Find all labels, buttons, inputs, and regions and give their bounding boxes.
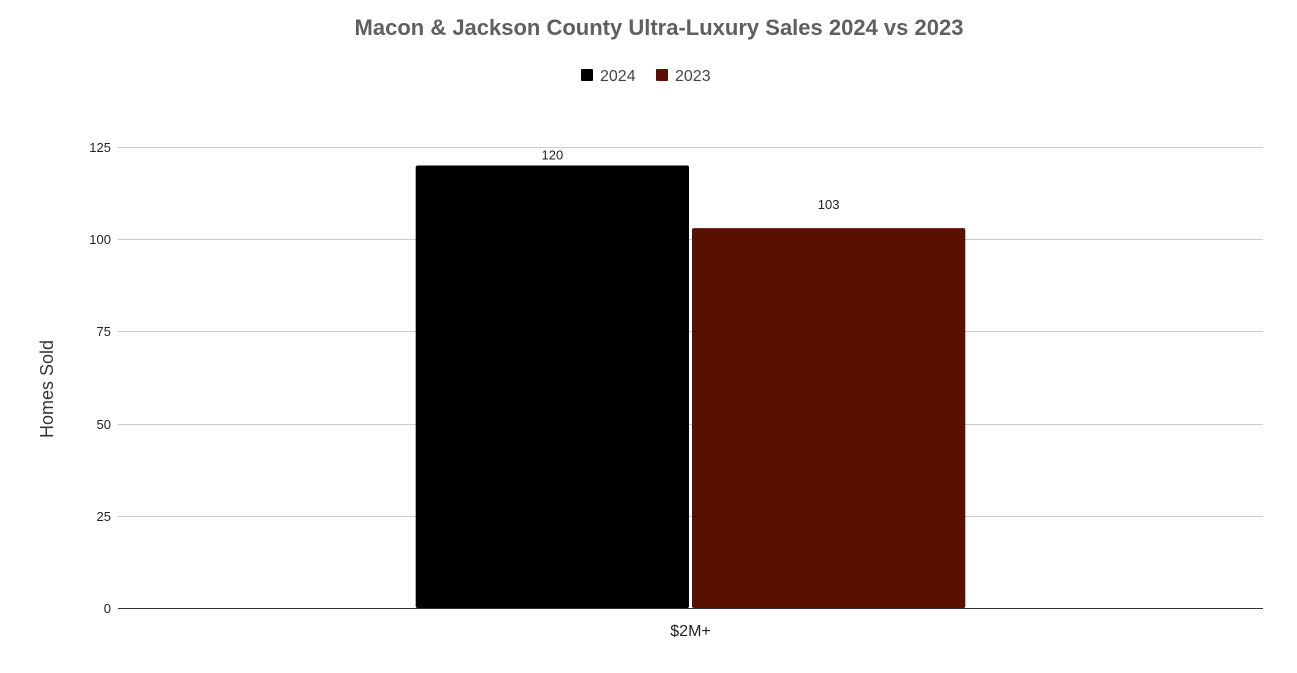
chart-title: Macon & Jackson County Ultra-Luxury Sale…: [355, 15, 964, 40]
data-label-2023: 103: [818, 197, 840, 212]
legend-label: 2023: [675, 68, 711, 85]
legend-swatch: [581, 69, 593, 81]
y-tick-label: 125: [89, 140, 111, 155]
y-tick-label: 75: [97, 324, 111, 339]
y-axis-label: Homes Sold: [37, 340, 57, 438]
legend: 2024 2023: [581, 68, 711, 85]
legend-item-2024[interactable]: 2024: [581, 68, 636, 85]
legend-label: 2024: [600, 68, 636, 85]
y-tick-label: 100: [89, 232, 111, 247]
x-category-label: $2M+: [670, 623, 710, 640]
y-tick-label: 50: [97, 417, 111, 432]
x-axis-categories: $2M+: [670, 623, 710, 640]
grid-lines: [118, 147, 1263, 517]
bar-2023: [692, 228, 966, 609]
bars: [415, 165, 966, 609]
legend-item-2023[interactable]: 2023: [656, 68, 711, 85]
data-labels: 120 103: [541, 147, 839, 212]
y-tick-label: 0: [104, 601, 111, 616]
y-tick-label: 25: [97, 509, 111, 524]
legend-swatch: [656, 69, 668, 81]
y-axis-ticks: 0 25 50 75 100 125: [89, 140, 111, 616]
bar-2024: [415, 165, 689, 608]
data-label-2024: 120: [541, 147, 563, 162]
